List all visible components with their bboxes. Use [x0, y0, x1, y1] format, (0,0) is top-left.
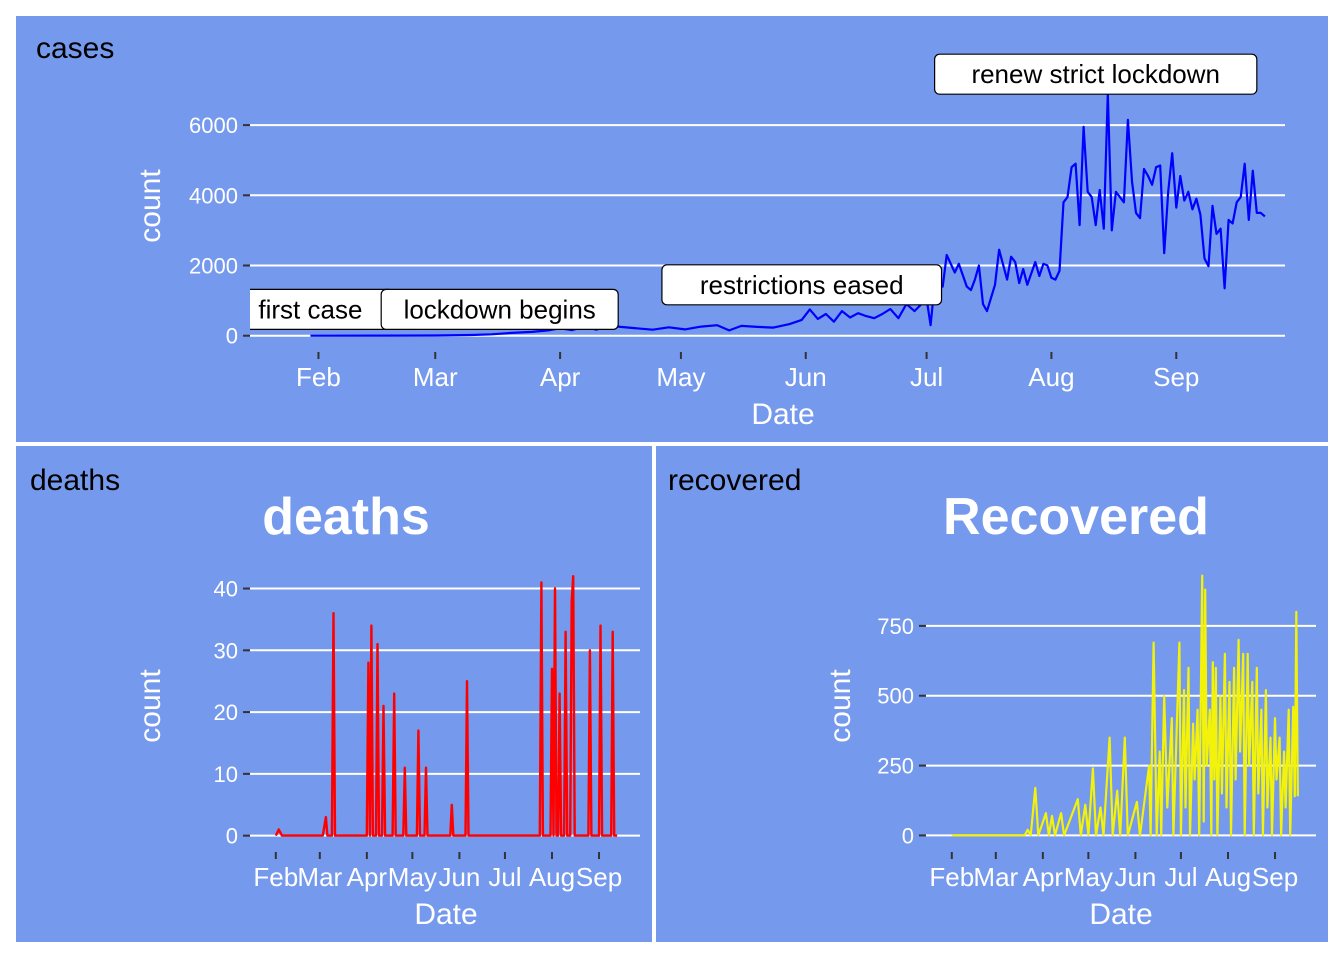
- cases-x-tick-label: Mar: [413, 362, 458, 392]
- deaths-y-tick-label: 30: [214, 638, 238, 663]
- deaths-y-axis-title: count: [134, 669, 167, 743]
- deaths-chart-title: deaths: [262, 488, 430, 546]
- recovered-x-tick-label: Mar: [973, 862, 1018, 892]
- deaths-y-tick-label: 10: [214, 762, 238, 787]
- cases-annotations: first case lockdown begins restrictions ea…: [250, 53, 1258, 330]
- cases-x-tick-label: May: [656, 362, 705, 392]
- recovered-x-tick-label: Aug: [1205, 862, 1251, 892]
- recovered-x-tick-label: Feb: [929, 862, 974, 892]
- deaths-panel-tag: deaths: [30, 464, 120, 497]
- cases-x-tick-label: Jul: [910, 362, 943, 392]
- recovered-y-tick-label: 500: [877, 684, 914, 709]
- cases-y-tick-label: 6000: [189, 113, 238, 138]
- cases-x-tick-label: Jun: [785, 362, 827, 392]
- cases-plot: 0 2000 4000 6000 Feb Mar Apr May Jun Jul Aug Sep fir…: [189, 53, 1285, 392]
- deaths-plot: 0 10 20 30 40 Feb Mar Apr May Jun Jul Aug Sep: [214, 575, 640, 892]
- cases-x-tick-label: Sep: [1153, 362, 1199, 392]
- cases-annotation-label: renew strict lockdown: [971, 59, 1220, 89]
- cases-annotation-box: [380, 288, 619, 330]
- cases-y-tick-label: 4000: [189, 183, 238, 208]
- cases-series-line: [310, 92, 1266, 337]
- cases-annotation-label: restrictions eased: [700, 270, 904, 300]
- recovered-y-tick-label: 250: [877, 754, 914, 779]
- deaths-y-tick-label: 20: [214, 700, 238, 725]
- cases-y-axis-title: count: [134, 169, 167, 243]
- cases-y-tick-label: 0: [226, 324, 238, 349]
- deaths-x-tick-label: May: [388, 862, 437, 892]
- recovered-y-tick-label: 750: [877, 614, 914, 639]
- cases-y-tick-label: 2000: [189, 254, 238, 279]
- deaths-x-tick-label: Mar: [297, 862, 342, 892]
- recovered-x-tick-label: Sep: [1252, 862, 1298, 892]
- cases-x-tick-label: Feb: [296, 362, 341, 392]
- recovered-y-tick-label: 0: [902, 823, 914, 848]
- recovered-chart-title: Recovered: [943, 488, 1209, 546]
- recovered-y-axis-title: count: [824, 669, 857, 743]
- cases-annotation-box: [934, 53, 1258, 95]
- recovered-series-line: [951, 574, 1299, 837]
- deaths-y-tick-label: 0: [226, 824, 238, 849]
- cases-x-tick-label: Apr: [540, 362, 581, 392]
- recovered-x-tick-label: Jun: [1114, 862, 1156, 892]
- recovered-plot: 0 250 500 750 Feb Mar Apr May Jun Jul Aug Sep: [877, 574, 1316, 892]
- recovered-x-tick-label: Jul: [1164, 862, 1197, 892]
- deaths-y-tick-label: 40: [214, 577, 238, 602]
- deaths-x-tick-label: Apr: [347, 862, 388, 892]
- deaths-x-tick-label: Feb: [253, 862, 298, 892]
- recovered-x-tick-label: Apr: [1023, 862, 1064, 892]
- deaths-x-tick-label: Jun: [438, 862, 480, 892]
- deaths-series-line: [274, 575, 618, 837]
- cases-annotation-box: [661, 264, 943, 306]
- cases-x-tick-label: Aug: [1028, 362, 1074, 392]
- recovered-x-tick-label: May: [1064, 862, 1113, 892]
- recovered-panel-tag: recovered: [668, 464, 801, 497]
- recovered-x-axis-title: Date: [1089, 898, 1152, 931]
- deaths-x-tick-label: Sep: [576, 862, 622, 892]
- cases-panel-tag: cases: [36, 32, 114, 65]
- deaths-x-axis-title: Date: [414, 898, 477, 931]
- cases-annotation-label: lockdown begins: [404, 294, 596, 324]
- deaths-x-tick-label: Jul: [488, 862, 521, 892]
- deaths-x-tick-label: Aug: [529, 862, 575, 892]
- cases-annotation-label: first case: [258, 294, 362, 324]
- cases-x-axis-title: Date: [751, 398, 814, 431]
